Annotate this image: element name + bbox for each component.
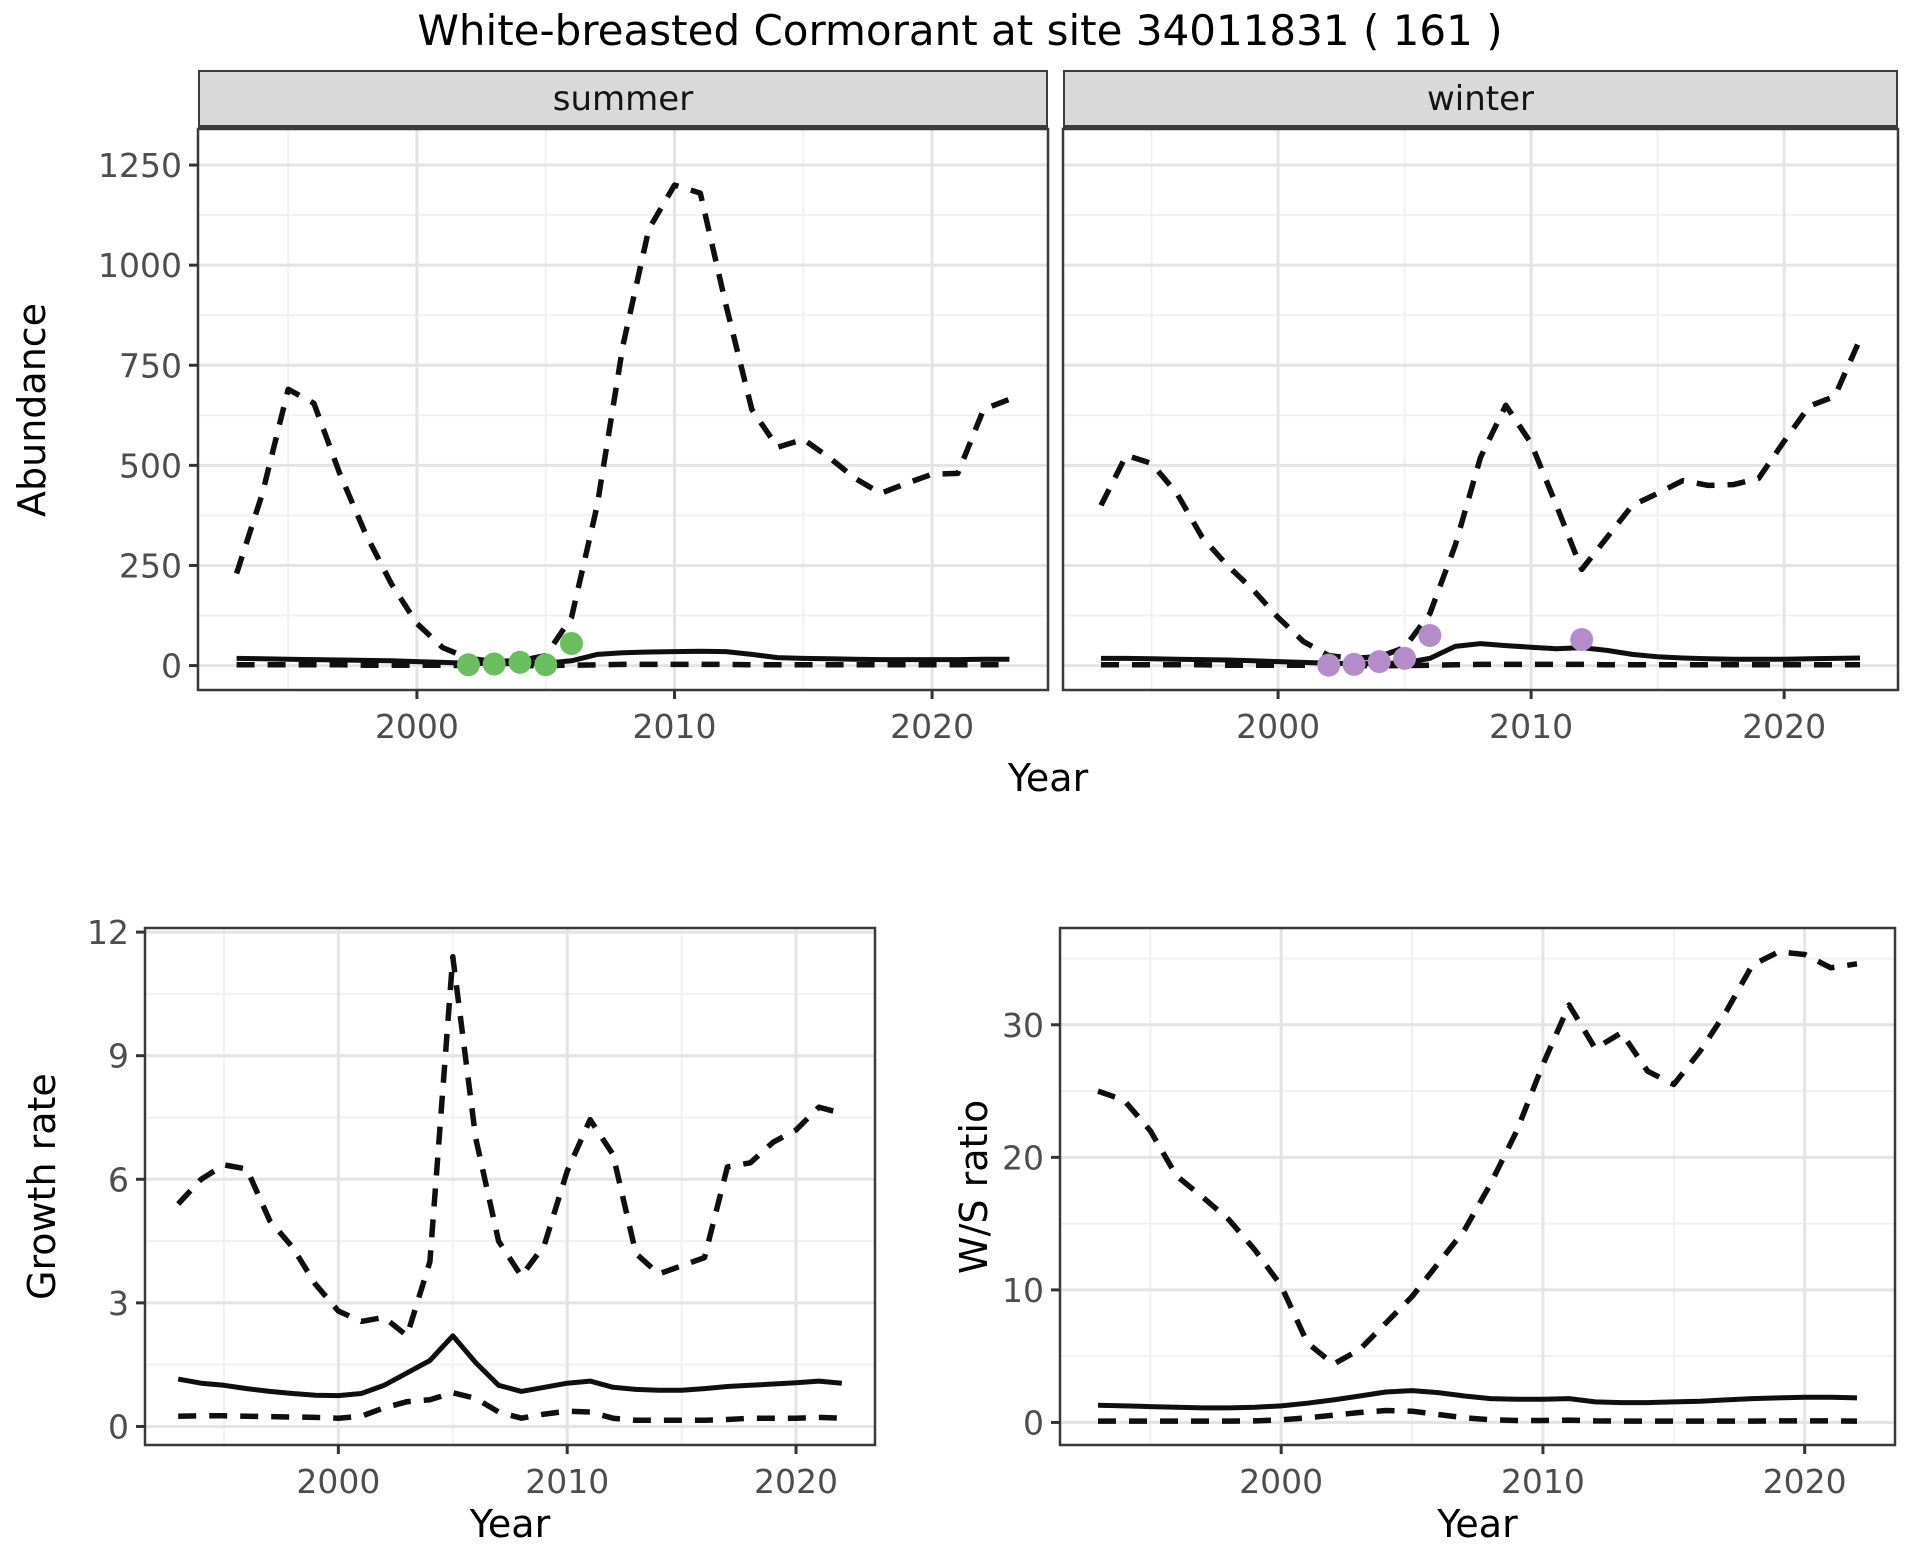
x-tick-label: 2010 (633, 707, 717, 746)
y-tick-label: 1000 (98, 246, 182, 285)
y-tick-label: 250 (119, 546, 182, 585)
point-observed_winter (1393, 646, 1417, 670)
x-tick-label: 2000 (1236, 707, 1320, 746)
growth-rate-axis-title: Growth rate (20, 1073, 64, 1300)
ws-ratio-axis-title: W/S ratio (952, 1099, 996, 1274)
point-observed_winter (1367, 650, 1391, 674)
x-tick-label: 2020 (890, 707, 974, 746)
point-observed_summer (534, 653, 558, 677)
top-year-axis-title: Year (1007, 756, 1089, 800)
point-observed_winter (1317, 653, 1341, 677)
x-tick-label: 2020 (1742, 707, 1826, 746)
facet-strip-winter-label: winter (1426, 78, 1535, 119)
point-observed_winter (1418, 624, 1442, 648)
y-tick-label: 0 (1023, 1403, 1044, 1442)
x-tick-label: 2020 (1763, 1462, 1847, 1501)
panel-abundance_winter: 2000 2010 2020 (1061, 127, 1900, 746)
point-observed_winter (1570, 628, 1594, 652)
x-tick-label: 2020 (754, 1462, 838, 1501)
y-tick-label: 30 (1002, 1006, 1044, 1045)
y-tick-label: 500 (119, 446, 182, 485)
series-lower_ci (1098, 1407, 1858, 1424)
panel-border (143, 926, 877, 1447)
ws-year-axis-title: Year (1437, 1502, 1518, 1546)
panel-growth_rate: 0 3 6 9 12 2000 2010 2020 (87, 913, 877, 1501)
panel-background (145, 928, 875, 1445)
facet-strip-summer: summer (198, 70, 1048, 129)
y-tick-label: 750 (119, 346, 182, 385)
series-lower_ci (178, 1389, 842, 1424)
series-upper_ci (1098, 338, 1863, 662)
figure-title: White-breasted Cormorant at site 3401183… (417, 6, 1503, 55)
series-lower_ci (1101, 661, 1860, 669)
point-observed_summer (508, 650, 532, 674)
series-median (236, 648, 1010, 667)
y-tick-label: 3 (108, 1284, 129, 1323)
series-upper_ci (176, 954, 843, 1339)
y-tick-label: 0 (108, 1407, 129, 1446)
abundance-axis-title: Abundance (10, 302, 54, 517)
x-tick-label: 2000 (296, 1462, 380, 1501)
series-median (1101, 641, 1861, 667)
panel-border (196, 127, 1050, 692)
growth-year-axis-title: Year (469, 1502, 551, 1546)
y-tick-label: 12 (87, 913, 129, 952)
y-tick-label: 10 (1002, 1271, 1044, 1310)
x-tick-label: 2010 (1489, 707, 1573, 746)
series-median (1097, 1388, 1858, 1411)
point-observed_summer (482, 652, 506, 676)
panel-ws_ratio: 0 10 20 30 2000 2010 2020 (1002, 926, 1897, 1501)
x-tick-label: 2010 (1501, 1462, 1585, 1501)
y-tick-label: 9 (108, 1037, 129, 1076)
point-observed_summer (456, 653, 480, 677)
y-tick-label: 6 (108, 1160, 129, 1199)
y-tick-label: 20 (1002, 1138, 1044, 1177)
series-lower_ci (236, 661, 1010, 669)
series-upper_ci (1097, 949, 1858, 1367)
panel-border (1058, 926, 1897, 1447)
y-tick-label: 0 (161, 647, 182, 686)
facet-strip-winter: winter (1063, 70, 1898, 129)
facet-strip-summer-label: summer (552, 78, 694, 119)
panel-background (1060, 928, 1895, 1445)
x-tick-label: 2010 (525, 1462, 609, 1501)
panel-border (1061, 127, 1900, 692)
series-median (177, 1333, 843, 1399)
point-observed_winter (1342, 652, 1366, 676)
panel-abundance_summer: 0 250 500 750 1000 1250 2000 2010 2020 (98, 127, 1050, 746)
x-tick-label: 2000 (1239, 1462, 1323, 1501)
panel-background (198, 129, 1048, 690)
point-observed_summer (559, 632, 583, 656)
y-tick-label: 1250 (98, 146, 182, 185)
panel-background (1063, 129, 1898, 690)
x-tick-label: 2000 (375, 707, 459, 746)
